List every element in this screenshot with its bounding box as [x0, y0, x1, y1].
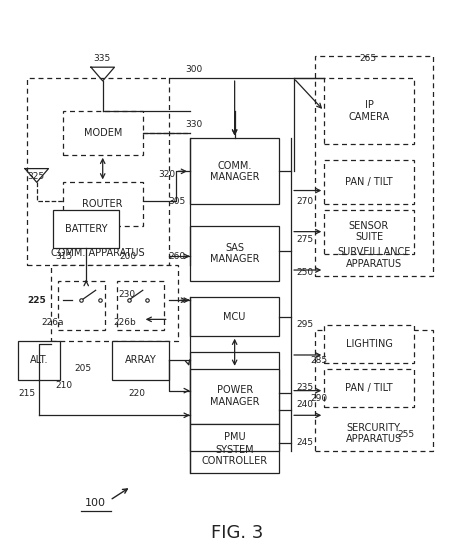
Text: 290: 290	[310, 395, 327, 403]
Text: MODEM: MODEM	[83, 128, 122, 138]
Text: ALT.: ALT.	[30, 355, 48, 365]
Bar	[324, 210, 414, 253]
Text: ROUTER: ROUTER	[82, 199, 123, 209]
Text: SENSOR
SUITE: SENSOR SUITE	[349, 221, 389, 242]
Text: 265: 265	[359, 55, 377, 63]
Bar	[53, 210, 119, 248]
Text: 210: 210	[55, 381, 73, 390]
Text: SERCURITY
APPARATUS: SERCURITY APPARATUS	[346, 423, 402, 444]
Text: POWER
MANAGER: POWER MANAGER	[210, 385, 259, 407]
Text: 215: 215	[18, 389, 35, 398]
Text: COMM. APPARATUS: COMM. APPARATUS	[51, 248, 145, 258]
Text: 335: 335	[93, 55, 110, 63]
Text: IP
CAMERA: IP CAMERA	[348, 100, 390, 122]
Bar	[51, 264, 178, 341]
Bar	[190, 138, 279, 204]
Bar	[18, 341, 60, 380]
Text: 205: 205	[74, 364, 91, 373]
Text: PAN / TILT: PAN / TILT	[345, 177, 393, 187]
Text: 325: 325	[27, 172, 45, 181]
Bar	[190, 226, 279, 281]
Text: PAN / TILT: PAN / TILT	[345, 383, 393, 393]
Bar	[324, 160, 414, 204]
Text: PMU: PMU	[224, 432, 246, 442]
Text: 285: 285	[310, 356, 327, 365]
Text: LIGHTING: LIGHTING	[346, 339, 392, 349]
Text: 270: 270	[296, 197, 313, 206]
Text: 230: 230	[118, 290, 136, 299]
Bar	[190, 424, 279, 451]
Text: ARRAY: ARRAY	[125, 355, 156, 365]
Text: 235: 235	[296, 383, 313, 392]
Text: 250: 250	[296, 268, 313, 277]
Text: 330: 330	[185, 120, 202, 129]
Bar	[58, 281, 105, 330]
Text: SYSTEM
CONTROLLER: SYSTEM CONTROLLER	[201, 445, 268, 466]
Bar	[190, 298, 279, 336]
Text: 245: 245	[296, 438, 313, 447]
Bar	[190, 352, 279, 473]
Text: 225: 225	[27, 296, 46, 305]
Bar	[112, 341, 169, 380]
Text: 300: 300	[185, 66, 202, 74]
Text: SURVEILLANCE
APPARATUS: SURVEILLANCE APPARATUS	[337, 247, 410, 269]
Text: FIG. 3: FIG. 3	[211, 524, 263, 542]
Bar	[117, 281, 164, 330]
Bar	[27, 78, 169, 264]
Text: 226b: 226b	[113, 317, 136, 327]
Text: 200: 200	[119, 252, 137, 261]
Bar	[190, 369, 279, 424]
Bar	[315, 330, 433, 451]
Text: 220: 220	[128, 389, 146, 398]
Text: 275: 275	[296, 235, 313, 244]
Bar	[324, 78, 414, 144]
Bar	[315, 56, 433, 276]
Text: BATTERY: BATTERY	[65, 224, 108, 234]
Text: 260: 260	[168, 252, 185, 261]
Bar	[324, 369, 414, 407]
Text: 240: 240	[296, 400, 313, 409]
Bar	[324, 325, 414, 363]
Text: 295: 295	[296, 320, 313, 329]
Text: COMM.
MANAGER: COMM. MANAGER	[210, 160, 259, 182]
Text: 315: 315	[55, 252, 73, 261]
Text: 320: 320	[159, 170, 176, 179]
Bar	[63, 111, 143, 155]
Text: MCU: MCU	[223, 312, 246, 322]
Text: 255: 255	[397, 430, 414, 439]
Text: SAS
MANAGER: SAS MANAGER	[210, 243, 259, 264]
Text: 100: 100	[85, 498, 106, 508]
Text: 226a: 226a	[41, 317, 64, 327]
Text: 305: 305	[168, 197, 185, 206]
Bar	[63, 182, 143, 226]
